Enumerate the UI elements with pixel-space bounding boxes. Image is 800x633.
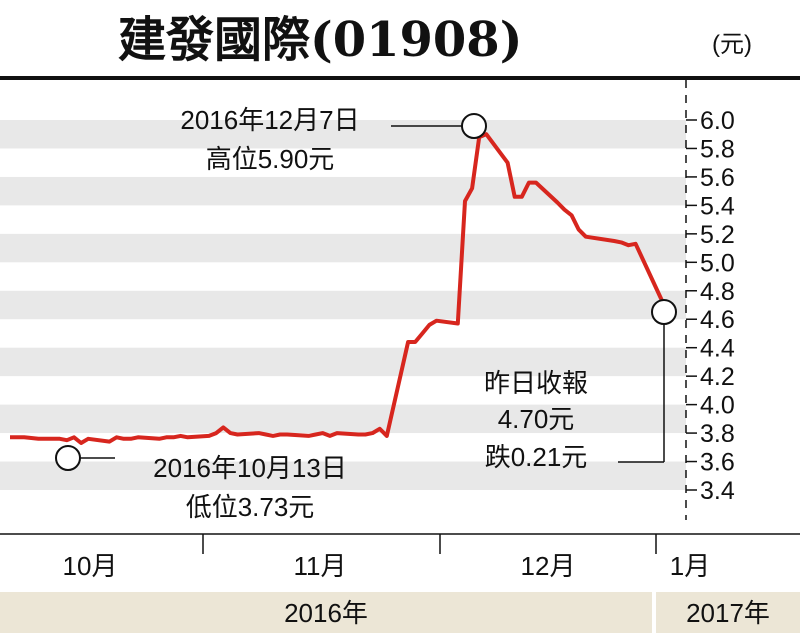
y-tick-label: 6.0: [700, 107, 735, 135]
grid-band: [0, 347, 686, 377]
x-tick-label: 10月: [63, 551, 118, 581]
close-label-line2: 4.70元: [498, 404, 575, 434]
price-line: [10, 132, 666, 445]
y-tick-label: 3.8: [700, 420, 735, 448]
high-value-label: 高位5.90元: [206, 144, 335, 174]
y-tick-label: 3.4: [700, 477, 735, 505]
y-tick-label: 4.0: [700, 392, 735, 420]
y-tick-label: 4.4: [700, 335, 735, 363]
x-tick-label: 11月: [294, 551, 347, 581]
y-tick-label: 4.8: [700, 278, 735, 306]
year-label: 2016年: [284, 598, 368, 628]
close-label-line1: 昨日收報: [484, 368, 588, 398]
close-label-line3: 跌0.21元: [485, 442, 588, 472]
year-band-2017: [656, 592, 800, 633]
high-date-label: 2016年12月7日: [180, 105, 359, 135]
y-tick-label: 5.6: [700, 164, 735, 192]
x-tick-label: 1月: [670, 551, 710, 581]
chart-title: 建發國際(01908): [118, 12, 522, 68]
low-date-label: 2016年10月13日: [153, 453, 347, 483]
y-tick-label: 4.6: [700, 306, 735, 334]
y-tick-label: 5.2: [700, 221, 735, 249]
y-tick-label: 3.6: [700, 449, 735, 477]
year-band-2016: [0, 592, 652, 633]
low-value-label: 低位3.73元: [186, 492, 315, 522]
grid-band: [0, 461, 686, 490]
grid-band: [0, 120, 686, 149]
low-marker: [55, 445, 81, 471]
y-ticks: 6.05.85.65.45.25.04.84.64.44.24.03.83.63…: [686, 107, 735, 505]
high-marker: [461, 113, 487, 139]
grid-band: [0, 176, 686, 206]
grid-band: [0, 404, 686, 434]
y-tick-label: 5.8: [700, 135, 735, 163]
year-label: 2017年: [686, 598, 770, 628]
y-tick-label: 5.0: [700, 249, 735, 277]
x-tick-label: 12月: [521, 551, 576, 581]
title-rule: [0, 76, 800, 80]
grid-band: [0, 290, 686, 320]
grid-bands: [0, 120, 686, 490]
close-marker: [651, 299, 677, 325]
grid-band: [0, 233, 686, 263]
unit-label: (元): [712, 31, 752, 58]
y-tick-label: 4.2: [700, 363, 735, 391]
y-tick-label: 5.4: [700, 192, 735, 220]
